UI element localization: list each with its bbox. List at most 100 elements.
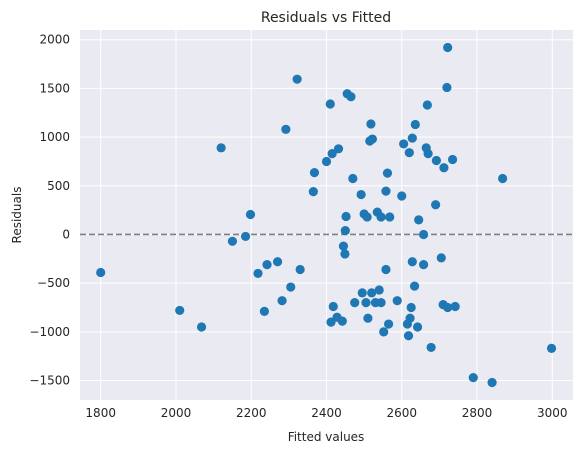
data-point xyxy=(385,212,395,222)
y-tick-label: 1500 xyxy=(39,81,70,95)
data-point xyxy=(407,133,417,143)
data-point xyxy=(450,301,460,312)
data-point xyxy=(361,298,371,308)
data-point xyxy=(356,189,366,200)
data-point xyxy=(443,42,453,53)
data-point xyxy=(295,264,305,275)
data-point xyxy=(328,301,338,312)
data-point xyxy=(308,187,318,197)
data-point xyxy=(327,149,337,159)
data-point xyxy=(442,82,452,93)
data-point xyxy=(374,285,384,295)
data-point xyxy=(348,173,358,184)
data-point xyxy=(431,155,441,166)
data-point xyxy=(423,149,433,159)
data-point xyxy=(376,298,386,308)
data-point xyxy=(376,212,386,222)
data-point xyxy=(341,211,351,222)
data-point xyxy=(367,288,377,298)
data-point xyxy=(546,343,557,353)
data-point xyxy=(175,305,185,316)
data-point xyxy=(404,148,414,158)
y-tick-label: −1500 xyxy=(29,374,70,388)
data-point xyxy=(362,212,372,222)
data-point xyxy=(340,249,350,259)
data-point xyxy=(338,241,349,251)
data-point xyxy=(272,257,283,267)
data-point xyxy=(286,282,296,292)
y-tick-label: −1000 xyxy=(29,325,70,339)
data-point xyxy=(281,124,291,134)
data-point xyxy=(414,215,424,225)
data-point xyxy=(346,92,356,102)
data-point xyxy=(383,319,394,329)
data-point xyxy=(410,119,420,130)
data-point xyxy=(292,74,302,84)
data-point xyxy=(357,288,367,298)
x-tick-label: 1800 xyxy=(85,406,116,420)
y-tick-label: 0 xyxy=(62,227,70,241)
x-tick-label: 2200 xyxy=(236,406,267,420)
data-points xyxy=(96,42,557,388)
data-point xyxy=(382,168,393,178)
data-point xyxy=(426,342,436,353)
data-point xyxy=(366,119,376,129)
data-point xyxy=(381,264,391,275)
data-point xyxy=(422,100,432,110)
data-point xyxy=(216,143,226,153)
data-point xyxy=(227,236,238,246)
data-point xyxy=(363,313,373,323)
data-point xyxy=(333,144,344,154)
y-tick-label: 2000 xyxy=(39,33,70,47)
data-point xyxy=(487,377,497,388)
data-point xyxy=(350,298,360,308)
data-point xyxy=(392,296,402,306)
x-tick-label: 2000 xyxy=(161,406,192,420)
y-tick-labels: −1500 −1000 −500 0 500 1000 1500 2000 xyxy=(29,33,70,388)
data-point xyxy=(403,331,414,341)
data-point xyxy=(245,209,256,220)
data-point xyxy=(277,296,287,306)
data-point xyxy=(405,313,415,323)
data-point xyxy=(418,229,429,240)
data-point xyxy=(498,173,508,184)
data-point xyxy=(367,134,378,144)
data-point xyxy=(259,306,270,316)
data-point xyxy=(309,168,320,178)
y-axis-label: Residuals xyxy=(10,187,24,244)
data-point xyxy=(253,268,263,279)
x-tick-label: 2800 xyxy=(462,406,493,420)
data-point xyxy=(337,316,347,326)
data-point xyxy=(262,260,272,270)
data-point xyxy=(447,154,458,165)
data-point xyxy=(397,191,407,201)
x-axis-label: Fitted values xyxy=(288,430,365,444)
data-point xyxy=(96,267,106,278)
data-point xyxy=(468,373,478,383)
data-point xyxy=(431,200,441,210)
y-tick-label: 1000 xyxy=(39,130,70,144)
data-point xyxy=(321,156,332,167)
data-point xyxy=(409,281,420,291)
data-point xyxy=(439,163,449,173)
x-tick-label: 2600 xyxy=(386,406,417,420)
data-point xyxy=(325,99,335,109)
y-tick-label: 500 xyxy=(47,179,70,193)
data-point xyxy=(436,253,446,263)
data-point xyxy=(196,322,207,332)
data-point xyxy=(340,225,350,236)
data-point xyxy=(379,327,389,337)
data-point xyxy=(418,260,429,270)
data-point xyxy=(381,186,391,196)
data-point xyxy=(412,322,423,332)
data-point xyxy=(443,302,453,313)
x-tick-label: 3000 xyxy=(537,406,568,420)
data-point xyxy=(406,302,416,313)
x-tick-labels: 1800 2000 2200 2400 2600 2800 3000 xyxy=(85,406,567,420)
data-point xyxy=(240,231,251,242)
y-tick-label: −500 xyxy=(37,276,70,290)
chart-title: Residuals vs Fitted xyxy=(261,10,391,26)
x-tick-label: 2400 xyxy=(311,406,342,420)
data-point xyxy=(407,257,417,267)
